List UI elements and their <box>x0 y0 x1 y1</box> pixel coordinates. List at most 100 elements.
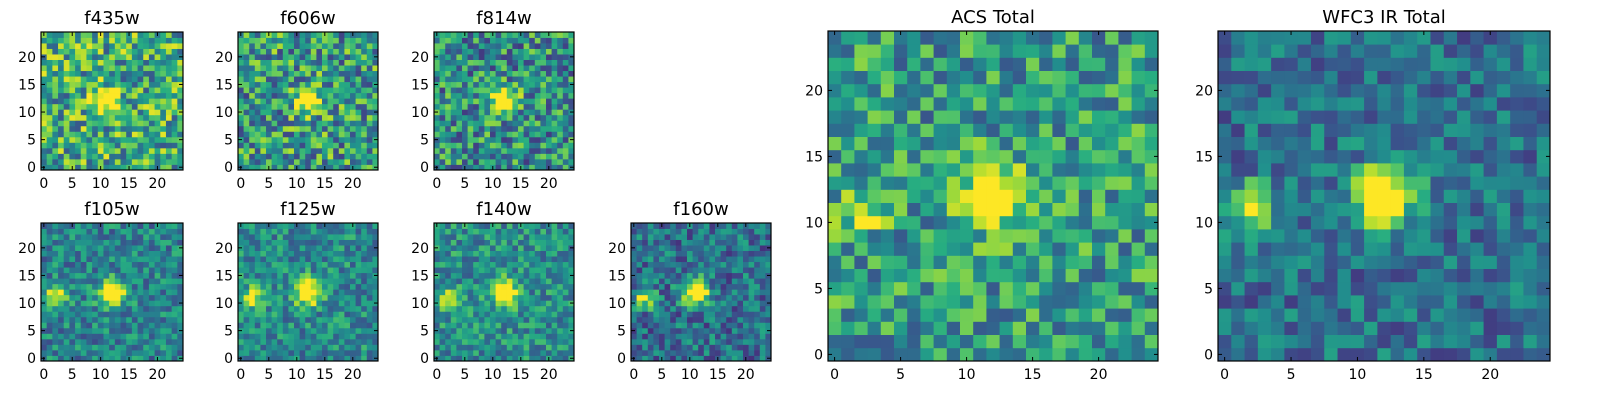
heatmap-cell <box>1026 202 1040 217</box>
heatmap-cell <box>726 239 733 246</box>
heatmap-cell <box>126 65 133 72</box>
heatmap-cell <box>165 223 173 229</box>
heatmap-cell <box>282 76 289 83</box>
heatmap-cell <box>154 114 161 121</box>
heatmap-cell <box>171 267 178 274</box>
heatmap-cell <box>80 136 87 143</box>
heatmap-cell <box>445 103 452 110</box>
heatmap-cell <box>126 278 133 285</box>
heatmap-cell <box>473 327 480 334</box>
heatmap-cell <box>316 283 323 290</box>
heatmap-cell <box>754 311 761 318</box>
heatmap-cell <box>540 294 547 301</box>
heatmap-cell <box>177 153 184 160</box>
heatmap-cell <box>445 136 452 143</box>
heatmap-cell <box>243 32 250 38</box>
heatmap-cell <box>501 294 508 301</box>
heatmap-cell <box>52 76 59 83</box>
heatmap-cell <box>484 59 491 66</box>
heatmap-cell <box>75 54 82 60</box>
heatmap-cell <box>562 92 569 99</box>
heatmap-cell <box>434 43 440 49</box>
heatmap-cell <box>681 355 688 362</box>
heatmap-cell <box>568 153 575 160</box>
heatmap-cell <box>75 267 82 274</box>
heatmap-cell <box>92 70 99 77</box>
heatmap-cell <box>299 278 306 285</box>
heatmap-cell <box>260 300 267 307</box>
heatmap-cell <box>243 103 250 110</box>
heatmap-cell <box>120 103 127 110</box>
heatmap-cell <box>282 147 289 154</box>
heatmap-cell <box>333 228 340 235</box>
heatmap-cell <box>114 87 121 94</box>
heatmap-cell <box>282 43 289 49</box>
heatmap-cell <box>681 300 688 307</box>
heatmap-cell <box>310 59 317 66</box>
heatmap-cell <box>495 272 502 279</box>
x-tick-label: 0 <box>236 176 245 192</box>
heatmap-cell <box>473 228 480 235</box>
heatmap-cell <box>322 98 328 105</box>
heatmap-cell <box>171 158 178 165</box>
heatmap-cell <box>675 239 682 246</box>
heatmap-cell <box>512 338 519 345</box>
heatmap-cell <box>473 43 480 49</box>
heatmap-cell <box>86 98 93 105</box>
heatmap-cell <box>546 142 552 149</box>
heatmap-cell <box>726 338 733 345</box>
heatmap-cell <box>546 267 552 274</box>
y-tick-label: 0 <box>27 351 36 367</box>
heatmap-cell <box>501 245 508 251</box>
heatmap-cell <box>880 295 895 309</box>
heatmap-cell <box>171 278 178 285</box>
heatmap-cell <box>512 54 519 60</box>
heatmap-cell <box>361 125 368 132</box>
heatmap-cell <box>266 43 272 49</box>
heatmap-cell <box>467 54 474 60</box>
heatmap-cell <box>445 239 452 246</box>
heatmap-cell <box>86 278 93 285</box>
heatmap-cell <box>1078 281 1093 296</box>
heatmap-cell <box>114 278 121 285</box>
heatmap-cell <box>631 250 637 257</box>
heatmap-cell <box>748 333 755 340</box>
heatmap-cell <box>512 311 519 318</box>
heatmap-cell <box>249 344 256 351</box>
heatmap-cell <box>238 147 244 154</box>
heatmap-cell <box>338 136 345 143</box>
heatmap-cell <box>58 355 65 362</box>
heatmap-cell <box>63 164 70 171</box>
heatmap-cell <box>154 267 161 274</box>
heatmap-cell <box>557 54 564 60</box>
heatmap-cell <box>338 147 345 154</box>
heatmap-cell <box>473 114 480 121</box>
axes-frame-f606w <box>237 31 379 171</box>
heatmap-cell <box>540 164 547 171</box>
y-tick-label: 10 <box>215 105 233 121</box>
heatmap-cell <box>366 283 373 290</box>
heatmap-cell <box>495 333 502 340</box>
heatmap-cell <box>1118 334 1132 349</box>
heatmap-cell <box>103 289 110 296</box>
heatmap-cell <box>160 164 167 171</box>
heatmap-cell <box>171 256 178 263</box>
heatmap-cell <box>841 334 855 349</box>
heatmap-cell <box>305 114 312 121</box>
heatmap-cell <box>534 153 541 160</box>
heatmap-cell <box>277 59 284 66</box>
heatmap-cell <box>1105 295 1119 309</box>
heatmap-cell <box>501 239 508 246</box>
heatmap-cell <box>131 272 138 279</box>
heatmap-cell <box>126 54 133 60</box>
heatmap-cell <box>534 70 541 77</box>
heatmap-cell <box>562 103 569 110</box>
heatmap-cell <box>675 283 682 290</box>
heatmap-cell <box>103 300 110 307</box>
heatmap-cell <box>562 300 569 307</box>
y-tick-label: 10 <box>18 296 36 312</box>
heatmap-cell <box>75 87 82 94</box>
heatmap-cell <box>518 43 524 49</box>
heatmap-cell <box>551 228 558 235</box>
heatmap-cell <box>473 103 480 110</box>
